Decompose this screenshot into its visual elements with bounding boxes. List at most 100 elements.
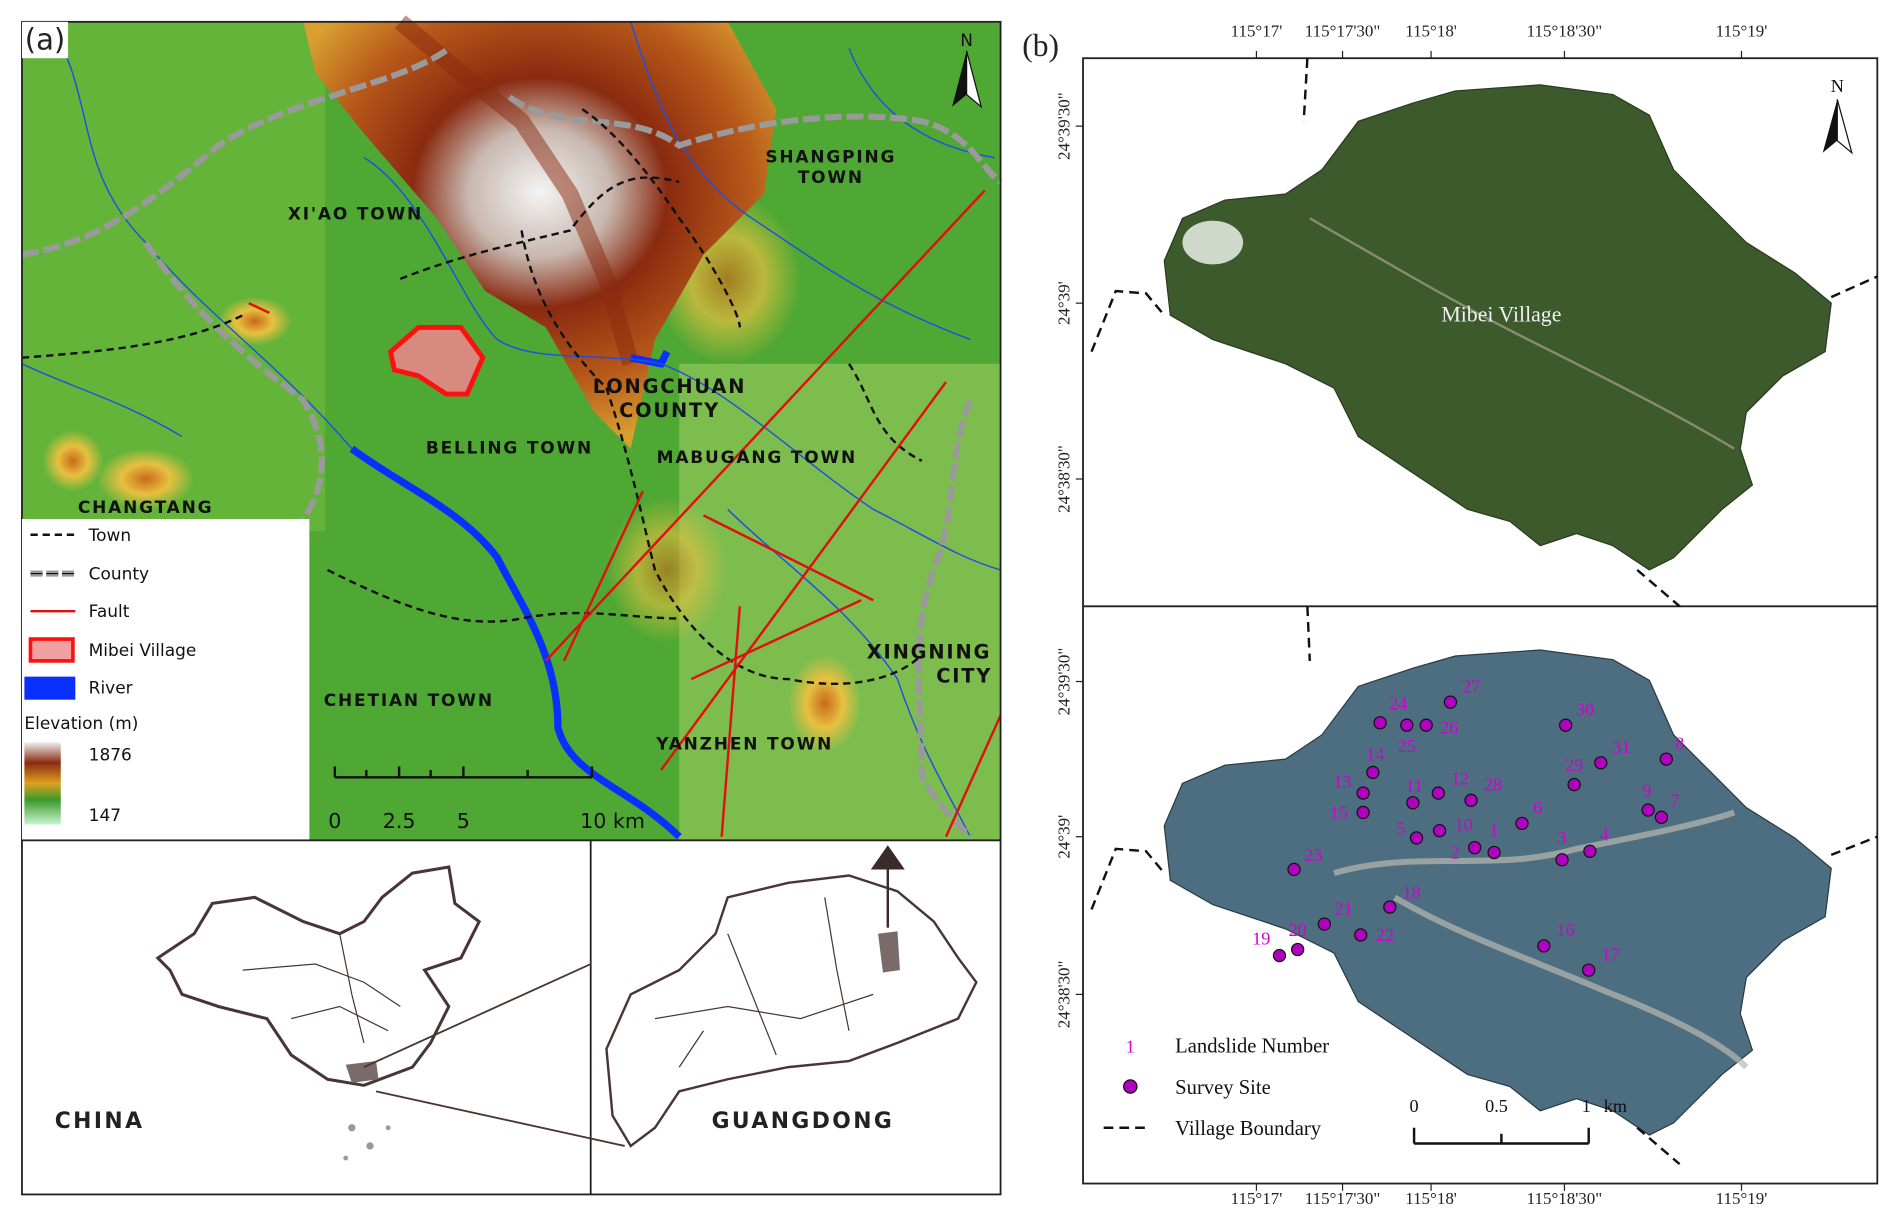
north-label: N (960, 31, 973, 51)
survey-site (1290, 942, 1305, 957)
lon-label: 115°17' (1231, 21, 1283, 40)
lat-label: 24°39' (1055, 281, 1074, 325)
survey-site (1406, 796, 1420, 810)
landslide-number: 11 (1405, 776, 1423, 796)
landslide-number: 20 (1289, 920, 1307, 940)
longchuan-highlight (878, 931, 900, 973)
north-arrow (1836, 99, 1853, 155)
landslide-number: 10 (1455, 815, 1473, 835)
lat-label: 24°38'30" (1055, 961, 1074, 1029)
legend-label: Town (88, 526, 131, 546)
landslide-number: 3 (1557, 828, 1566, 848)
lat-label: 24°39'30" (1055, 648, 1074, 716)
china-outline (155, 865, 482, 1087)
survey-site (1443, 695, 1458, 709)
legend-label: Survey Site (1175, 1077, 1271, 1099)
lon-label: 115°18' (1405, 1189, 1457, 1208)
scale-label: 0 (328, 809, 341, 833)
survey-site (1287, 862, 1301, 877)
landslide-number: 1 (1490, 821, 1499, 841)
scale-label: 5 (457, 809, 470, 833)
landslide-number: 8 (1675, 733, 1684, 753)
legend-label: 147 (89, 806, 121, 826)
place-label: YANZHEN TOWN (655, 734, 833, 754)
place-label: CHETIAN TOWN (324, 691, 494, 711)
place-label: TOWN (798, 168, 864, 188)
place-label: SHANGPING (765, 147, 896, 167)
landslide-number: 15 (1330, 803, 1348, 823)
north-label: N (1831, 76, 1844, 96)
survey-site (1356, 786, 1370, 800)
survey-site (1654, 810, 1669, 824)
satellite-village (1163, 84, 1832, 571)
legend: Town County Fault Mibei Village River El… (21, 519, 310, 841)
lon-label: 115°18'30" (1527, 1189, 1603, 1208)
landslide-number: 12 (1451, 769, 1469, 789)
place-label: LONGCHUAN (593, 375, 747, 398)
inset-label: GUANGDONG (712, 1109, 895, 1134)
survey-site (1272, 948, 1287, 963)
label-box (21, 21, 69, 59)
mountain (303, 21, 777, 449)
legend-label: 1876 (89, 745, 132, 765)
landslide-number: 19 (1252, 929, 1270, 949)
legend-title: Elevation (m) (24, 714, 138, 734)
county-boundary (21, 46, 1003, 839)
landslide-number: 9 (1642, 781, 1651, 801)
survey-site (1317, 917, 1332, 931)
survey-site (1354, 928, 1368, 942)
landslide-number: 27 (1462, 676, 1480, 696)
lon-label: 115°19' (1716, 1189, 1768, 1208)
landslide-number: 14 (1366, 744, 1384, 764)
landslide-number: 2 (1451, 843, 1460, 863)
lon-label: 115°17'30" (1305, 1189, 1381, 1208)
landslide-number: 4 (1600, 824, 1609, 844)
legend-label: Village Boundary (1175, 1118, 1322, 1140)
landslide-number: 5 (1396, 818, 1405, 838)
landslide-number: 28 (1484, 775, 1502, 795)
place-label: COUNTY (619, 399, 720, 422)
survey-site (1419, 718, 1433, 732)
scale-label: km (1604, 1096, 1627, 1116)
scale-bar (333, 766, 594, 779)
scale-label: 10 km (580, 809, 645, 833)
road (1309, 217, 1735, 450)
lon-label: 115°18'30" (1527, 21, 1603, 40)
scale-label: 1 (1582, 1096, 1591, 1116)
survey-site (1582, 963, 1596, 977)
village-label: Mibei Village (1441, 302, 1561, 326)
north-arrow (952, 50, 967, 107)
survey-site (1366, 765, 1380, 780)
village-boundary (1090, 58, 1878, 1166)
survey-site (1373, 716, 1387, 730)
legend: 1 Landslide Number Survey Site Village B… (1103, 1036, 1329, 1140)
place-label: CHANGTANG (78, 498, 214, 518)
landslide-number: 7 (1670, 790, 1679, 810)
landslide-number: 16 (1557, 920, 1575, 940)
survey-site (1641, 803, 1655, 817)
survey-site (1515, 816, 1529, 831)
lon-label: 115°19' (1716, 21, 1768, 40)
place-label: XINGNING (867, 640, 991, 663)
hill (788, 654, 862, 752)
fault (248, 189, 1002, 838)
hill (606, 497, 728, 643)
arrow (870, 845, 905, 870)
landslide-number: 31 (1612, 737, 1630, 757)
hill (42, 430, 104, 492)
legend-label: Landslide Number (1175, 1036, 1329, 1058)
place-label: CITY (936, 665, 992, 688)
lat-label: 24°38'30" (1055, 445, 1074, 513)
legend-label: County (89, 565, 149, 585)
county-lines (654, 897, 874, 1068)
scale-label: 2.5 (383, 809, 416, 833)
landslide-number: 25 (1398, 736, 1416, 756)
legend-sample: 1 (1126, 1037, 1135, 1057)
hill (97, 448, 195, 510)
cloud (1182, 220, 1244, 265)
legend-label: Mibei Village (89, 641, 197, 661)
survey-site (1583, 844, 1597, 858)
lon-label: 115°18' (1405, 21, 1457, 40)
